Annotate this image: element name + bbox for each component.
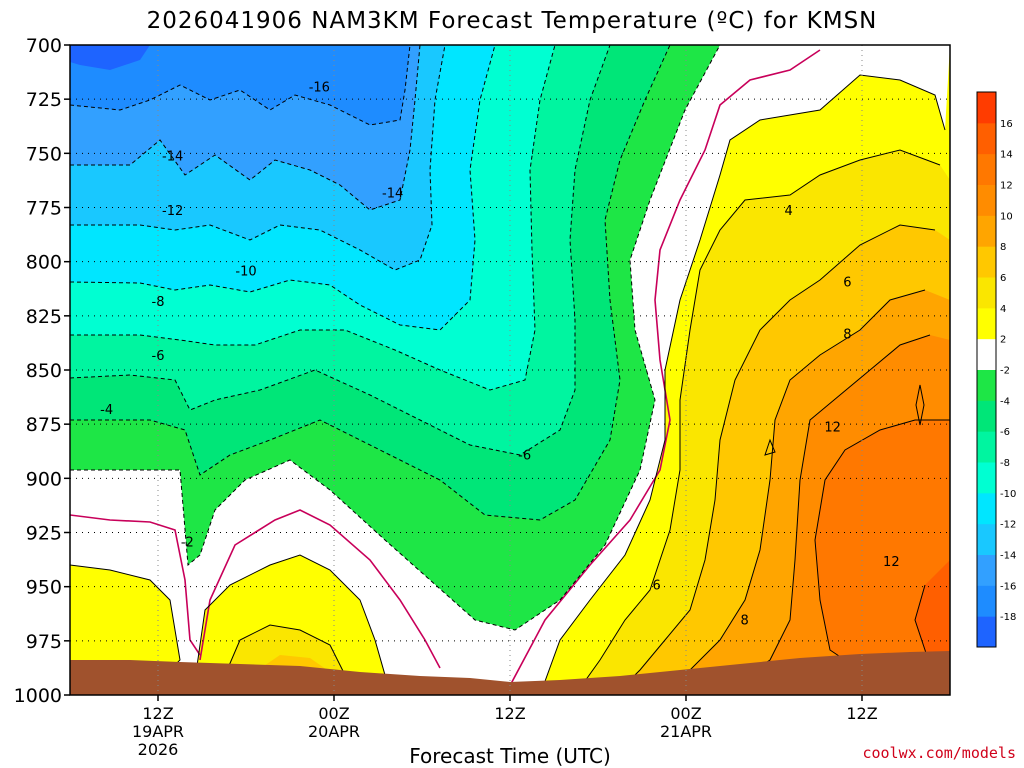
- colorbar-tick-label: 16: [1000, 119, 1013, 130]
- y-tick-label: 1000: [14, 685, 62, 707]
- x-tick-label: 12Z: [142, 704, 173, 723]
- y-tick-label: 850: [26, 360, 62, 382]
- x-tick-year: 2026: [138, 740, 179, 759]
- contour-label: -14: [162, 150, 183, 165]
- x-tick-label: 00Z: [318, 704, 349, 723]
- contour-label: 6: [653, 579, 661, 594]
- fill-band-minus-20: [70, 45, 150, 70]
- credit-text[interactable]: coolwx.com/models: [862, 744, 1016, 762]
- contour-label: -6: [518, 449, 531, 464]
- y-tick-label: 950: [26, 577, 62, 599]
- x-tick-date: 20APR: [308, 722, 360, 741]
- colorbar-swatch: [977, 122, 996, 155]
- contour-label: 12: [883, 555, 900, 570]
- colorbar-tick-label: 10: [1000, 211, 1013, 222]
- y-tick-label: 900: [26, 468, 62, 490]
- contour-label: 6: [843, 275, 851, 290]
- colorbar-tick-label: 4: [1000, 304, 1006, 315]
- colorbar-swatch: [977, 184, 996, 216]
- colorbar-tick-label: 6: [1000, 273, 1006, 284]
- grid: [70, 45, 950, 695]
- contour-label: -16: [309, 80, 330, 95]
- x-tick-label: 12Z: [846, 704, 877, 723]
- x-tick-date: 21APR: [660, 722, 712, 741]
- colorbar-swatch: [977, 400, 996, 432]
- dashed-cold-isotherms: [70, 45, 721, 631]
- colorbar-tick-label: -6: [1000, 427, 1010, 438]
- y-tick-label: 975: [26, 631, 62, 653]
- surface-terrain: [70, 651, 950, 695]
- colorbar-tick-label: -2: [1000, 366, 1010, 377]
- contour-label: -4: [100, 403, 113, 418]
- colorbar-tick-label: 12: [1000, 181, 1013, 192]
- contour-label: -2: [181, 535, 194, 550]
- y-tick-label: 800: [26, 252, 62, 274]
- colorbar-swatch: [977, 369, 996, 401]
- x-tick-label: 12Z: [494, 704, 525, 723]
- colorbar-tick-label: -8: [1000, 458, 1010, 469]
- colorbar-swatch: [977, 307, 996, 340]
- isotherm-minus-2-middle: [199, 509, 441, 669]
- contour-label: -8: [152, 295, 165, 310]
- colorbar-swatch: [977, 431, 996, 463]
- colorbar-swatch: [977, 215, 996, 247]
- fill-band-minus-18: [70, 45, 410, 125]
- colorbar-swatch: [977, 554, 996, 586]
- contour-label: 8: [843, 327, 851, 342]
- y-tick-label: 825: [26, 306, 62, 328]
- colorbar-tick-label: -18: [1000, 612, 1016, 623]
- colorbar-swatch: [977, 523, 996, 555]
- contour-labels: -16 -14 -14 -12 -10 -8 -6 -4 -6 -2 4 6 8 12 12 6 8: [100, 80, 900, 628]
- plot-area: [70, 45, 950, 695]
- fill-band-14-right: [915, 560, 950, 670]
- isotherm-minus-2-right: [504, 49, 821, 695]
- colorbar-tick-label: -4: [1000, 396, 1010, 407]
- colorbar-frame: [976, 91, 997, 648]
- colorbar-swatch: [977, 616, 996, 648]
- colorbar-swatch: [977, 92, 996, 124]
- x-tick-label: 00Z: [670, 704, 701, 723]
- colorbar: -18 -16 -14 -12 -10 -8 -6 -4 -2 2 4 6 8 10 12 14 16: [976, 91, 1016, 648]
- contour-label: 4: [785, 204, 793, 219]
- colorbar-tick-label: -12: [1000, 520, 1016, 531]
- fill-band-2-lower-left: [70, 565, 180, 688]
- x-tick-date: 19APR: [132, 722, 184, 741]
- contour-label: -6: [152, 349, 165, 364]
- y-tick-label: 925: [26, 523, 62, 545]
- isotherm-minus-2-left: [70, 514, 201, 656]
- colorbar-swatch: [977, 153, 996, 185]
- colorbar-swatch: [977, 462, 996, 494]
- colorbar-swatch: [977, 246, 996, 278]
- colorbar-tick-label: -10: [1000, 489, 1016, 500]
- colorbar-swatch: [977, 585, 996, 617]
- contour-label: 8: [741, 613, 749, 628]
- contour-label: -10: [235, 265, 256, 280]
- y-tick-label: 750: [26, 143, 62, 165]
- colorbar-swatch: [977, 338, 996, 370]
- contour-label: -14: [382, 187, 403, 202]
- colorbar-swatch: [977, 277, 996, 309]
- chart-title: 2026041906 NAM3KM Forecast Temperature (…: [147, 8, 878, 34]
- colorbar-swatch: [977, 492, 996, 525]
- colorbar-tick-label: 2: [1000, 335, 1006, 346]
- y-tick-label: 775: [26, 198, 62, 220]
- contour-label: -12: [162, 204, 183, 219]
- colorbar-tick-label: 14: [1000, 150, 1013, 161]
- y-tick-label: 700: [26, 35, 62, 57]
- contour-label: 12: [824, 421, 841, 436]
- y-tick-label: 875: [26, 414, 62, 436]
- colorbar-tick-label: -16: [1000, 581, 1016, 592]
- colorbar-tick-label: 8: [1000, 242, 1006, 253]
- y-axis: 700 725 750 775 800 825 850 875 900 925 950 975 1000: [14, 35, 70, 707]
- y-tick-label: 725: [26, 89, 62, 111]
- x-axis-label: Forecast Time (UTC): [409, 744, 611, 768]
- colorbar-tick-label: -14: [1000, 551, 1016, 562]
